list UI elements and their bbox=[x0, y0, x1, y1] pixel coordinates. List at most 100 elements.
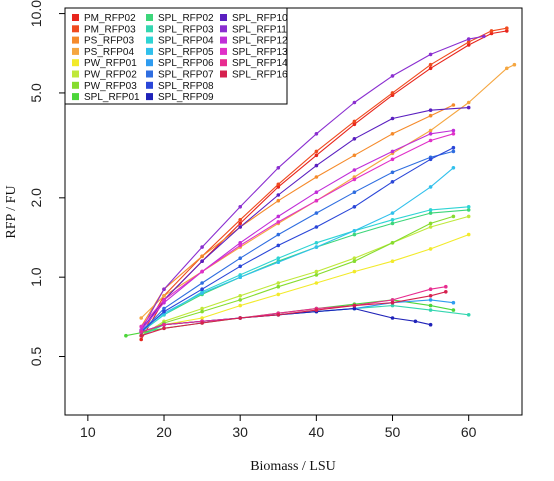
legend-label: SPL_RFP09 bbox=[158, 92, 214, 103]
legend: PM_RFP02PM_RFP03PS_RFP03PS_RFP04PW_RFP01… bbox=[64, 7, 288, 105]
data-point bbox=[428, 52, 433, 57]
data-point bbox=[428, 247, 433, 251]
y-tick-label: 10.0 bbox=[28, 0, 44, 27]
series-pw-rfp02 bbox=[139, 214, 471, 338]
legend-swatch bbox=[220, 36, 227, 44]
data-point bbox=[428, 221, 433, 226]
data-point bbox=[466, 214, 471, 219]
y-tick-label: 1.0 bbox=[28, 267, 44, 287]
data-point bbox=[352, 303, 357, 308]
data-point bbox=[390, 132, 395, 136]
data-point bbox=[238, 243, 242, 248]
data-point bbox=[314, 245, 319, 249]
data-point bbox=[428, 298, 433, 302]
plot-frame bbox=[64, 7, 523, 416]
data-point bbox=[162, 298, 166, 302]
data-point bbox=[428, 294, 433, 298]
legend-swatch bbox=[72, 81, 79, 89]
data-point bbox=[238, 298, 242, 302]
data-point bbox=[276, 220, 281, 224]
legend-label: PM_RFP02 bbox=[84, 13, 136, 24]
data-point bbox=[428, 113, 433, 118]
data-point bbox=[200, 287, 204, 292]
data-point bbox=[466, 208, 471, 212]
data-point bbox=[276, 198, 281, 203]
series-spl-rfp10 bbox=[139, 105, 471, 332]
data-point bbox=[352, 168, 357, 172]
data-point bbox=[238, 275, 242, 280]
series-line bbox=[140, 215, 454, 337]
legend-label: PW_RFP03 bbox=[84, 81, 137, 92]
legend-label: SPL_RFP06 bbox=[158, 58, 214, 69]
data-point bbox=[314, 269, 319, 274]
x-tick-label: 10 bbox=[80, 424, 96, 440]
data-point bbox=[139, 324, 143, 329]
series-line bbox=[140, 129, 454, 331]
legend-label: SPL_RFP10 bbox=[232, 13, 288, 24]
legend-swatch bbox=[220, 59, 227, 67]
data-point bbox=[466, 100, 471, 105]
data-point bbox=[352, 232, 357, 237]
y-axis-title: RFP / FU bbox=[4, 185, 19, 238]
data-point bbox=[200, 321, 204, 325]
data-point bbox=[276, 243, 281, 248]
data-point bbox=[451, 145, 456, 150]
legend-swatch bbox=[146, 25, 153, 33]
data-point bbox=[428, 128, 433, 133]
legend-swatch bbox=[72, 93, 79, 101]
data-point bbox=[238, 225, 242, 229]
data-point bbox=[482, 34, 486, 39]
data-point bbox=[390, 298, 395, 302]
y-tick-label: 2.0 bbox=[28, 188, 44, 208]
data-point bbox=[314, 281, 319, 285]
data-point bbox=[200, 245, 204, 249]
data-point bbox=[276, 214, 281, 219]
data-point bbox=[451, 103, 456, 107]
data-point bbox=[451, 128, 456, 133]
data-point bbox=[390, 300, 395, 305]
legend-label: SPL_RFP04 bbox=[158, 36, 214, 47]
data-point bbox=[162, 287, 166, 292]
data-point bbox=[200, 306, 204, 311]
data-point bbox=[428, 225, 433, 229]
data-point bbox=[466, 40, 471, 44]
series-line bbox=[140, 104, 454, 327]
series-line bbox=[141, 286, 446, 333]
data-point bbox=[505, 26, 509, 31]
series-line bbox=[141, 291, 446, 337]
x-tick-label: 30 bbox=[232, 424, 248, 440]
data-point bbox=[314, 273, 319, 277]
data-point bbox=[238, 316, 242, 320]
legend-label: SPL_RFP11 bbox=[232, 24, 287, 35]
legend-swatch bbox=[220, 47, 227, 55]
data-point bbox=[314, 190, 319, 194]
data-point bbox=[139, 333, 143, 338]
legend-swatch bbox=[72, 47, 79, 55]
legend-swatch bbox=[146, 70, 153, 78]
data-point bbox=[352, 256, 357, 261]
data-point bbox=[505, 29, 509, 33]
data-point bbox=[352, 306, 357, 311]
series-spl-rfp05 bbox=[139, 166, 456, 332]
data-point bbox=[352, 205, 357, 209]
data-point bbox=[428, 62, 433, 67]
legend-label: SPL_RFP14 bbox=[232, 58, 288, 69]
data-point bbox=[352, 269, 357, 274]
data-point bbox=[451, 300, 456, 305]
data-point bbox=[451, 149, 456, 154]
x-tick-label: 20 bbox=[156, 424, 172, 440]
data-point bbox=[200, 259, 204, 264]
data-point bbox=[390, 74, 395, 78]
data-point bbox=[428, 308, 433, 312]
data-point bbox=[390, 316, 395, 320]
data-point bbox=[276, 185, 281, 189]
data-point bbox=[428, 138, 433, 143]
legend-label: PS_RFP03 bbox=[84, 36, 134, 47]
series-line bbox=[140, 150, 454, 333]
series-line bbox=[140, 209, 469, 333]
data-point bbox=[139, 316, 143, 320]
data-point bbox=[451, 132, 456, 136]
x-tick-label: 60 bbox=[461, 424, 477, 440]
data-point bbox=[314, 211, 319, 215]
